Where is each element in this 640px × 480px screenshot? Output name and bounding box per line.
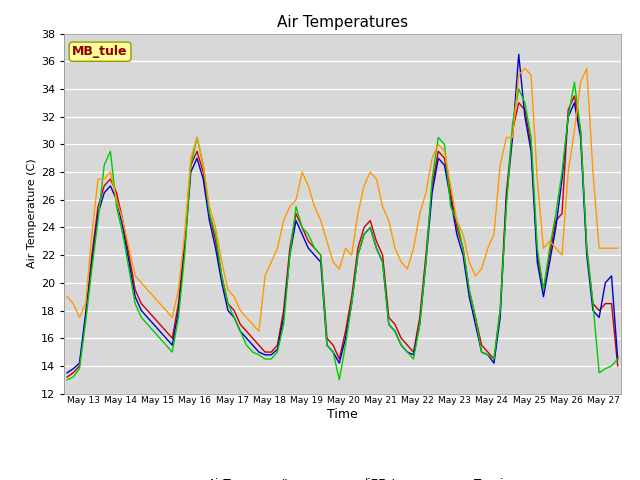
Line: Tsonic: Tsonic [67, 68, 618, 331]
Tsonic [453, 217, 461, 223]
li77_temp [534, 245, 541, 251]
li75_t [595, 314, 603, 320]
AirT [595, 308, 603, 313]
li75_t [515, 51, 523, 57]
AirT [534, 252, 541, 258]
AirT [63, 374, 71, 380]
Line: li77_temp: li77_temp [67, 82, 618, 380]
Line: li75_t: li75_t [67, 54, 618, 373]
Tsonic [602, 245, 609, 251]
AirT [230, 308, 238, 313]
Tsonic [138, 280, 145, 286]
AirT [571, 93, 579, 99]
li77_temp [138, 314, 145, 320]
li77_temp [63, 377, 71, 383]
Tsonic [255, 328, 263, 334]
Tsonic [546, 239, 554, 244]
Tsonic [614, 245, 621, 251]
AirT [138, 300, 145, 306]
li77_temp [521, 100, 529, 106]
li75_t [138, 308, 145, 313]
AirT [447, 190, 454, 196]
li75_t [614, 356, 621, 362]
li77_temp [571, 79, 579, 85]
Y-axis label: Air Temperature (C): Air Temperature (C) [26, 159, 36, 268]
li75_t [447, 197, 454, 203]
Tsonic [534, 176, 541, 182]
Tsonic [230, 294, 238, 300]
li75_t [230, 314, 238, 320]
AirT [614, 363, 621, 369]
X-axis label: Time: Time [327, 408, 358, 421]
Tsonic [63, 294, 71, 300]
li75_t [540, 294, 547, 300]
li77_temp [614, 356, 621, 362]
Tsonic [521, 65, 529, 71]
li77_temp [595, 370, 603, 376]
li75_t [527, 148, 535, 154]
li75_t [63, 370, 71, 376]
AirT [521, 107, 529, 113]
li77_temp [230, 314, 238, 320]
Title: Air Temperatures: Air Temperatures [277, 15, 408, 30]
li77_temp [447, 204, 454, 210]
Text: MB_tule: MB_tule [72, 45, 128, 58]
Line: AirT: AirT [67, 96, 618, 377]
Legend: AirT, li75_t, li77_temp, Tsonic: AirT, li75_t, li77_temp, Tsonic [170, 473, 515, 480]
